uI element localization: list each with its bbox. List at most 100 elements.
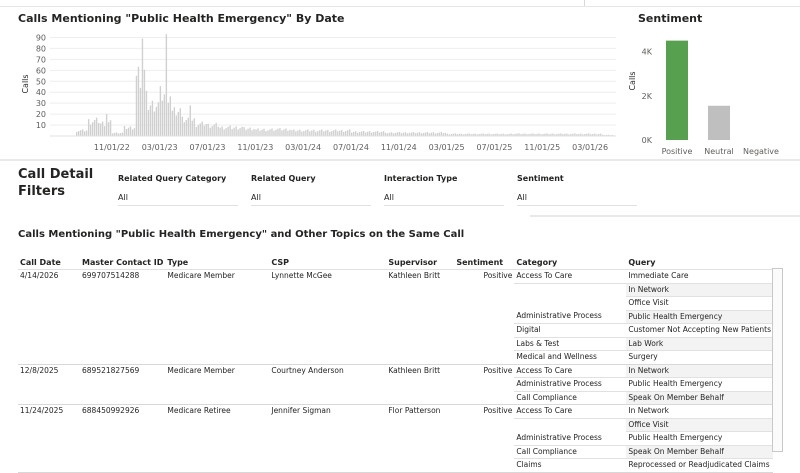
timeline-bar[interactable] [564, 133, 566, 136]
timeline-bar[interactable] [484, 134, 486, 136]
timeline-bar[interactable] [173, 107, 176, 136]
timeline-bar[interactable] [588, 133, 590, 136]
filter-value[interactable]: All [118, 193, 128, 202]
timeline-bar[interactable] [598, 134, 600, 136]
timeline-bar[interactable] [568, 134, 570, 136]
timeline-bar[interactable] [420, 133, 423, 136]
timeline-bar[interactable] [454, 133, 456, 136]
timeline-bar[interactable] [115, 132, 118, 136]
timeline-bar[interactable] [319, 130, 321, 136]
timeline-bar[interactable] [608, 134, 610, 136]
timeline-bar[interactable] [534, 134, 536, 136]
timeline-bar[interactable] [536, 133, 538, 136]
timeline-bar[interactable] [157, 102, 160, 136]
timeline-bar[interactable] [229, 125, 231, 136]
timeline-bar[interactable] [584, 134, 586, 136]
timeline-bar[interactable] [127, 127, 130, 136]
column-header-category[interactable]: Category [514, 255, 627, 270]
timeline-bar[interactable] [299, 129, 301, 136]
table-row[interactable]: Office Visit [18, 296, 774, 311]
timeline-bar[interactable] [291, 130, 293, 136]
timeline-bar[interactable] [167, 102, 170, 136]
timeline-bar[interactable] [313, 129, 315, 136]
timeline-bar[interactable] [303, 131, 305, 136]
timeline-bar[interactable] [289, 129, 291, 136]
timeline-bar[interactable] [556, 134, 558, 136]
timeline-bar[interactable] [91, 122, 94, 136]
timeline-bar[interactable] [360, 131, 363, 136]
timeline-bar[interactable] [311, 130, 313, 136]
timeline-bar[interactable] [552, 133, 554, 136]
timeline-bar[interactable] [175, 115, 178, 136]
timeline-bar[interactable] [273, 130, 275, 136]
timeline-bar[interactable] [398, 132, 401, 136]
timeline-bar[interactable] [261, 129, 263, 136]
timeline-bar[interactable] [155, 106, 158, 136]
timeline-bar[interactable] [520, 134, 522, 136]
timeline-bar[interactable] [239, 128, 241, 136]
timeline-bar[interactable] [466, 133, 468, 136]
timeline-bar[interactable] [165, 34, 168, 137]
timeline-bar[interactable] [287, 130, 289, 136]
timeline-bar[interactable] [79, 130, 82, 136]
timeline-bar[interactable] [207, 123, 209, 136]
timeline-bar[interactable] [209, 127, 211, 136]
timeline-bar[interactable] [580, 133, 582, 136]
timeline-bar[interactable] [366, 131, 369, 136]
timeline-bar[interactable] [187, 117, 189, 136]
sentiment-chart[interactable]: 4K 2K 0K Calls Positive Neutral Negative [622, 28, 792, 160]
timeline-bar[interactable] [576, 134, 578, 136]
timeline-bar[interactable] [450, 134, 452, 136]
timeline-bar[interactable] [179, 108, 182, 136]
timeline-bar[interactable] [113, 132, 116, 136]
timeline-bar[interactable] [456, 134, 458, 136]
timeline-bar[interactable] [135, 75, 138, 136]
table-row[interactable]: 12/8/2025 689521827569 Medicare Member Cour… [18, 364, 774, 378]
timeline-bar[interactable] [233, 127, 235, 136]
timeline-bar[interactable] [386, 133, 389, 136]
timeline-bar[interactable] [309, 131, 311, 136]
timeline-bar[interactable] [119, 133, 122, 136]
timeline-bar[interactable] [267, 130, 269, 136]
timeline-bar[interactable] [263, 128, 265, 136]
timeline-bar[interactable] [205, 123, 207, 136]
timeline-bar[interactable] [472, 133, 474, 136]
timeline-bar[interactable] [606, 134, 608, 136]
column-header-sentiment[interactable]: Sentiment [454, 255, 515, 270]
timeline-bar[interactable] [554, 134, 556, 136]
timeline-bar[interactable] [542, 134, 544, 136]
timeline-bar[interactable] [428, 133, 431, 136]
timeline-bar[interactable] [89, 124, 92, 136]
timeline-bar[interactable] [137, 66, 140, 136]
timeline-bar[interactable] [81, 129, 84, 136]
timeline-bar[interactable] [518, 133, 520, 136]
timeline-bar[interactable] [301, 131, 303, 136]
timeline-bar[interactable] [408, 132, 411, 136]
timeline-bar[interactable] [406, 133, 409, 136]
timeline-bar[interactable] [562, 134, 564, 136]
timeline-bar[interactable] [364, 132, 367, 136]
timeline-bar[interactable] [500, 133, 502, 136]
timeline-bar[interactable] [392, 133, 395, 136]
timeline-bar[interactable] [404, 132, 407, 136]
table-row[interactable]: Administrative Process Public Health Emer… [18, 377, 774, 392]
timeline-bar[interactable] [476, 134, 478, 136]
column-header-call-date[interactable]: Call Date [18, 255, 80, 270]
timeline-bar[interactable] [283, 129, 285, 136]
timeline-bar[interactable] [462, 134, 464, 136]
sentiment-bar-neutral[interactable] [708, 105, 730, 140]
timeline-bar[interactable] [327, 129, 329, 136]
timeline-bar[interactable] [201, 121, 203, 136]
timeline-bar[interactable] [478, 134, 480, 136]
timeline-bar[interactable] [247, 128, 249, 136]
timeline-bar[interactable] [307, 129, 309, 136]
timeline-bar[interactable] [592, 133, 594, 136]
table-row[interactable]: Medical and Wellness Surgery [18, 350, 774, 365]
timeline-bar[interactable] [109, 120, 112, 136]
timeline-bar[interactable] [141, 38, 144, 136]
timeline-bar[interactable] [422, 133, 425, 136]
timeline-bar[interactable] [85, 130, 88, 136]
timeline-bar[interactable] [600, 133, 602, 136]
timeline-bar[interactable] [496, 133, 498, 136]
timeline-bar[interactable] [432, 132, 435, 136]
